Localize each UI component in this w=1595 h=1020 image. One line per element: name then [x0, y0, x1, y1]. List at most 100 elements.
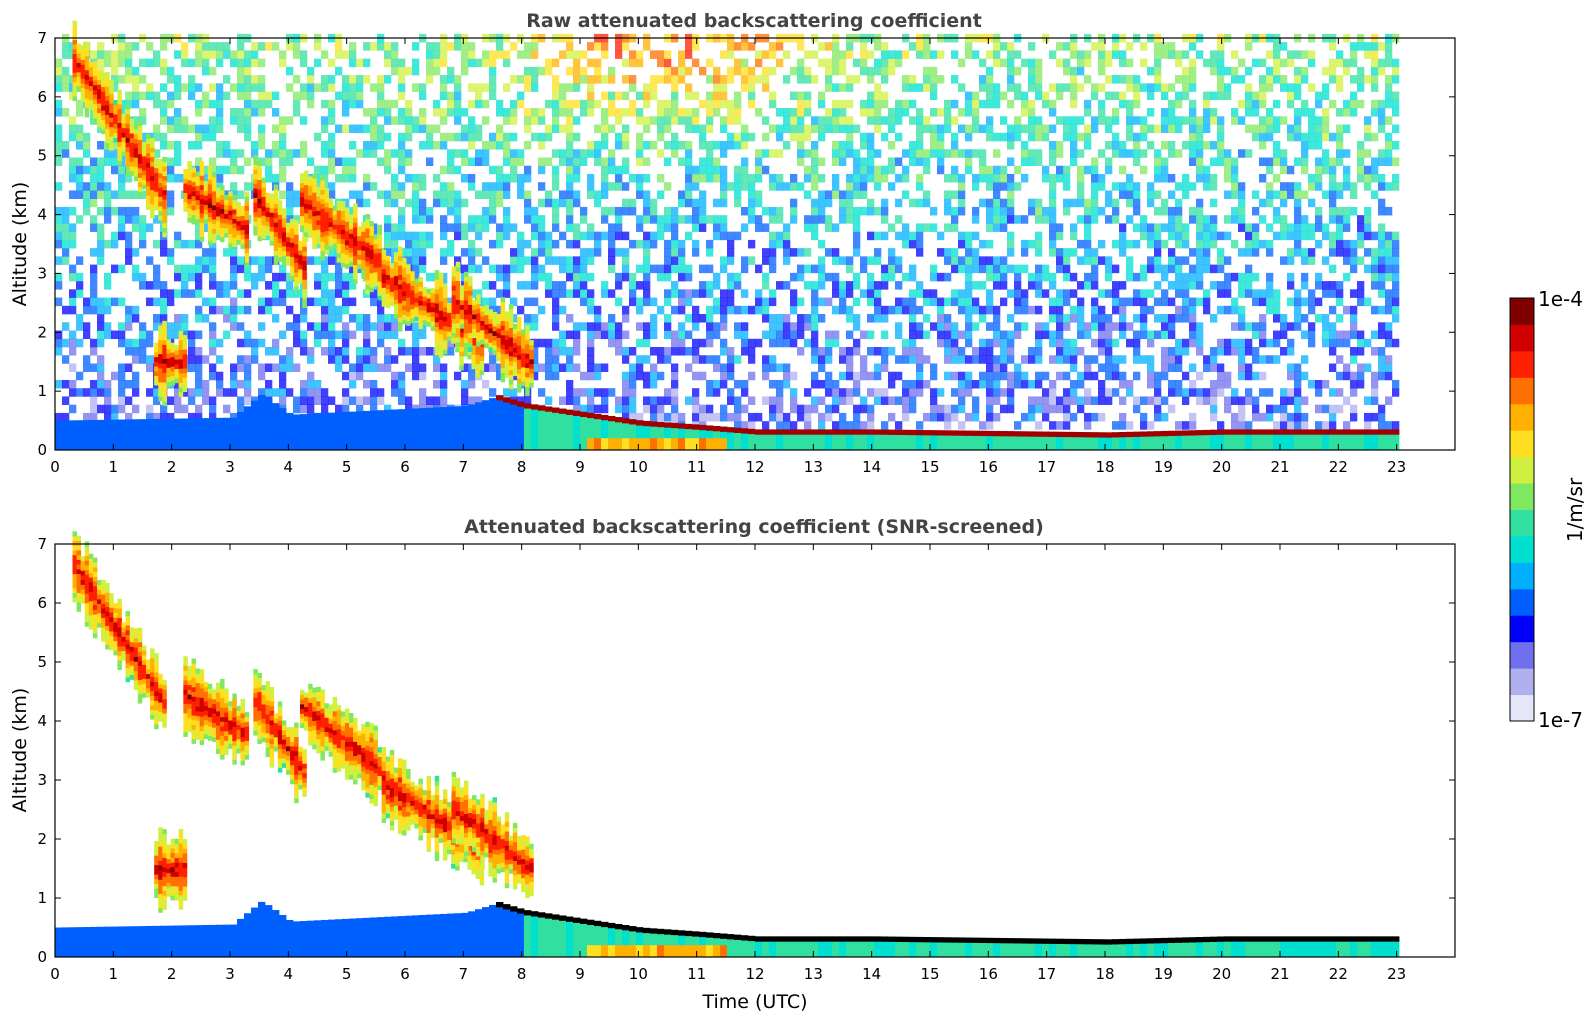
heatmap-cell [1168, 363, 1176, 373]
heatmap-cell [1189, 182, 1197, 191]
heatmap-cell [258, 83, 266, 92]
heatmap-cell [734, 355, 742, 364]
heatmap-cell [1049, 248, 1057, 257]
heatmap-cell [1357, 379, 1365, 389]
heatmap-cell [832, 396, 840, 405]
heatmap-cell [818, 206, 826, 216]
heatmap-cell [531, 355, 539, 364]
heatmap-cell [965, 412, 973, 422]
heatmap-cell [1182, 231, 1190, 241]
heatmap-cell [1091, 305, 1099, 315]
heatmap-cell [293, 396, 301, 405]
heatmap-cell [1098, 99, 1106, 109]
heatmap-cell [412, 173, 420, 183]
heatmap-cell [888, 182, 896, 191]
heatmap-cell [125, 412, 133, 422]
heatmap-cell [328, 396, 336, 405]
heatmap-cell [1315, 132, 1323, 142]
heatmap-cell [1007, 355, 1015, 364]
heatmap-cell [489, 363, 497, 373]
heatmap-cell [279, 149, 287, 158]
heatmap-cell [1161, 371, 1169, 381]
heatmap-cell [832, 256, 840, 265]
heatmap-cell [538, 248, 546, 257]
heatmap-cell [335, 355, 343, 364]
heatmap-cell [447, 182, 455, 191]
heatmap-cell [734, 421, 742, 430]
heatmap-cell [902, 83, 910, 92]
heatmap-cell [804, 173, 812, 183]
heatmap-cell [405, 149, 413, 158]
heatmap-cell [1105, 75, 1113, 84]
heatmap-cell [1063, 355, 1071, 364]
heatmap-cell [909, 355, 917, 364]
heatmap-cell [685, 272, 693, 282]
heatmap-cell [993, 42, 1001, 51]
heatmap-cell [1196, 141, 1204, 150]
heatmap-cell [1000, 297, 1008, 307]
heatmap-cell [447, 165, 455, 175]
heatmap-cell [181, 322, 189, 331]
heatmap-cell [405, 157, 413, 167]
heatmap-cell [356, 75, 364, 84]
heatmap-cell [832, 379, 840, 389]
heatmap-cell [720, 371, 728, 381]
heatmap-cell [1336, 404, 1344, 414]
heatmap-cell [713, 355, 721, 364]
heatmap-cell [958, 198, 966, 208]
heatmap-cell [1126, 421, 1134, 430]
heatmap-cell [622, 330, 630, 340]
heatmap-cell [69, 206, 77, 216]
heatmap-cell [545, 248, 553, 257]
heatmap-cell [594, 190, 602, 199]
heatmap-cell [713, 223, 721, 232]
heatmap-cell [1182, 66, 1190, 76]
heatmap-cell [244, 182, 252, 191]
heatmap-cell [517, 231, 525, 241]
heatmap-cell [1077, 281, 1085, 290]
heatmap-cell [531, 215, 539, 224]
heatmap-cell [132, 248, 140, 257]
heatmap-cell [377, 141, 385, 150]
heatmap-cell [909, 231, 917, 241]
heatmap-cell [1049, 198, 1057, 208]
heatmap-cell [965, 297, 973, 307]
heatmap-cell [986, 50, 994, 59]
heatmap-cell [1175, 75, 1183, 84]
heatmap-cell [517, 264, 525, 274]
heatmap-cell [356, 322, 364, 331]
heatmap-cell [1056, 404, 1064, 414]
heatmap-cell [342, 108, 350, 117]
heatmap-cell [1210, 379, 1218, 389]
heatmap-cell [587, 396, 595, 405]
heatmap-cell [629, 58, 637, 68]
heatmap-cell [118, 264, 126, 274]
heatmap-cell [265, 388, 273, 397]
heatmap-cell [804, 281, 812, 290]
heatmap-cell [244, 338, 252, 348]
heatmap-cell [216, 165, 224, 175]
heatmap-cell [615, 50, 623, 59]
heatmap-cell [83, 165, 91, 175]
heatmap-cell [1021, 157, 1029, 167]
heatmap-cell [881, 58, 889, 68]
heatmap-cell [1224, 305, 1232, 315]
heatmap-cell [1315, 297, 1323, 307]
heatmap-cell [160, 297, 168, 307]
heatmap-cell [76, 371, 84, 381]
heatmap-cell [727, 132, 735, 142]
heatmap-cell [104, 330, 112, 340]
heatmap-cell [797, 132, 805, 142]
heatmap-cell [349, 58, 357, 68]
heatmap-cell [1119, 396, 1127, 405]
heatmap-cell [132, 223, 140, 232]
heatmap-cell [293, 314, 301, 323]
heatmap-cell [440, 198, 448, 208]
heatmap-cell [1196, 322, 1204, 331]
heatmap-cell [720, 379, 728, 389]
heatmap-cell [958, 289, 966, 298]
heatmap-cell [293, 50, 301, 59]
heatmap-cell [83, 141, 91, 150]
heatmap-cell [1273, 58, 1281, 68]
heatmap-cell [1350, 305, 1358, 315]
